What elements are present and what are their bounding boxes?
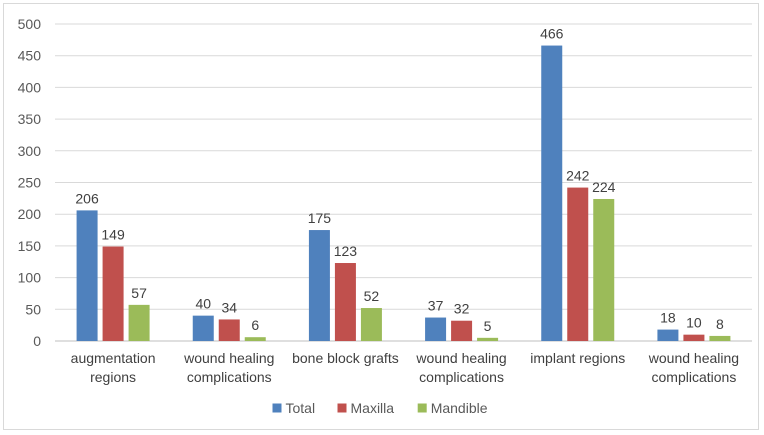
data-label: 37 [428,298,444,314]
bar-maxilla [683,334,705,341]
category-label: complications [652,369,737,385]
category-label: implant regions [530,350,625,366]
legend: Total Maxilla Mandible [272,400,488,416]
legend-swatch-maxilla [337,403,347,413]
y-tick-label: 400 [18,79,42,95]
bar-total [76,210,98,341]
bar-maxilla [451,320,473,341]
category-labels: augmentation regions wound healing complica… [71,350,739,385]
bar-maxilla [102,246,124,341]
bar-total [541,45,563,341]
category-label: complications [419,369,504,385]
legend-label-mandible: Mandible [431,400,488,416]
category-label: bone block grafts [292,350,399,366]
data-label: 18 [660,310,676,326]
category-label: wound healing [648,350,739,366]
bar-total [657,329,679,341]
bars [76,45,731,341]
legend-swatch-mandible [417,403,427,413]
y-tick-label: 50 [25,301,41,317]
data-label: 175 [308,210,332,226]
chart-frame [3,3,759,430]
bar-maxilla [218,319,240,341]
data-label: 149 [101,227,125,243]
data-label: 224 [592,179,616,195]
bar-maxilla [567,187,589,341]
data-label: 40 [195,296,211,312]
legend-label-maxilla: Maxilla [351,400,395,416]
y-tick-label: 150 [18,238,42,254]
y-tick-label: 250 [18,175,42,191]
category-label: complications [187,369,272,385]
data-label: 8 [716,316,724,332]
legend-swatch-total [272,403,282,413]
data-label: 206 [75,190,99,206]
data-label: 466 [540,26,564,42]
y-tick-label: 200 [18,206,42,222]
bar-maxilla [334,263,356,341]
y-axis-ticks: 0 50 100 150 200 250 300 350 400 450 500 [18,16,42,349]
data-label: 5 [484,318,492,334]
y-tick-label: 500 [18,16,42,32]
bar-mandible [128,304,150,341]
bar-mandible [709,335,731,341]
category-label: regions [90,369,136,385]
bar-mandible [593,198,615,341]
y-tick-label: 300 [18,143,42,159]
data-label: 10 [686,315,702,331]
data-label: 52 [364,288,380,304]
data-label: 57 [131,285,147,301]
y-tick-label: 350 [18,111,42,127]
category-label: augmentation [71,350,156,366]
data-label: 242 [566,168,590,184]
y-tick-label: 0 [33,333,41,349]
data-label: 123 [334,243,358,259]
data-label: 34 [221,299,237,315]
bar-total [425,317,447,341]
bar-total [192,315,214,341]
legend-label-total: Total [286,400,316,416]
bar-mandible [360,308,382,341]
data-label: 6 [251,317,259,333]
category-label: wound healing [415,350,506,366]
y-tick-label: 100 [18,270,42,286]
y-tick-label: 450 [18,48,42,64]
category-label: wound healing [183,350,274,366]
bar-total [308,230,330,341]
gridlines [55,23,752,342]
bar-mandible [477,337,499,341]
data-label: 32 [454,301,470,317]
bar-mandible [244,337,266,341]
